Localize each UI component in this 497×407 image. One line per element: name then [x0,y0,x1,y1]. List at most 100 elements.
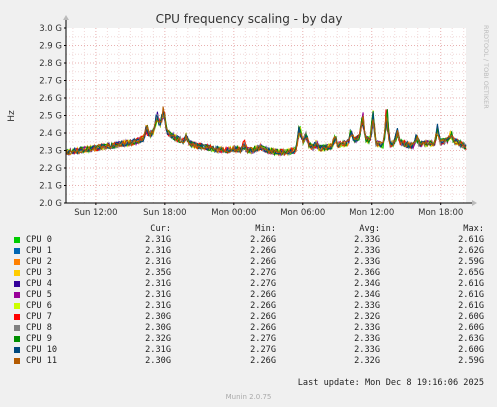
series-name: CPU 10 [26,345,58,355]
series-min: 2.26G [250,257,276,267]
y-tick-label: 2.5 G [39,112,62,122]
y-tick-label: 2.6 G [39,94,62,104]
series-avg: 2.36G [354,268,380,278]
series-cur: 2.31G [145,257,171,267]
series-cur: 2.31G [145,279,171,289]
series-min: 2.27G [250,279,276,289]
series-max: 2.59G [458,356,484,366]
series-max: 2.59G [458,257,484,267]
series-name: CPU 7 [26,312,52,322]
series-avg: 2.32G [354,356,380,366]
legend-swatch [14,336,20,342]
legend-swatch [14,237,20,243]
legend-row: CPU 2 2.31G 2.26G 2.33G 2.59G [0,257,497,268]
series-cur: 2.31G [145,301,171,311]
series-avg: 2.32G [354,312,380,322]
series-avg: 2.33G [354,334,380,344]
legend-swatch [14,347,20,353]
series-name: CPU 0 [26,235,52,245]
legend-swatch [14,358,20,364]
series-max: 2.61G [458,235,484,245]
series-name: CPU 6 [26,301,52,311]
x-axis-arrow [472,200,477,206]
series-avg: 2.33G [354,257,380,267]
chart-title: CPU frequency scaling - by day [156,12,343,26]
series-avg: 2.33G [354,345,380,355]
legend-row: CPU 10 2.31G 2.27G 2.33G 2.60G [0,345,497,356]
series-cur: 2.31G [145,246,171,256]
series-max: 2.60G [458,312,484,322]
series-cur: 2.31G [145,235,171,245]
series-cur: 2.31G [145,345,171,355]
header-avg: Avg: [359,224,380,234]
legend-row: CPU 7 2.30G 2.26G 2.32G 2.60G [0,312,497,323]
series-cur: 2.31G [145,290,171,300]
series-max: 2.61G [458,290,484,300]
y-axis-label: Hz [7,110,17,122]
series-min: 2.26G [250,235,276,245]
legend-swatch [14,259,20,265]
series-name: CPU 9 [26,334,52,344]
series-min: 2.26G [250,356,276,366]
legend-row: CPU 11 2.30G 2.26G 2.32G 2.59G [0,356,497,367]
series-name: CPU 4 [26,279,52,289]
legend-swatch [14,325,20,331]
series-max: 2.60G [458,323,484,333]
legend-swatch [14,248,20,254]
legend-row: CPU 8 2.30G 2.26G 2.33G 2.60G [0,323,497,334]
legend-swatch [14,292,20,298]
series-max: 2.62G [458,246,484,256]
y-tick-label: 2.4 G [39,129,62,139]
series-avg: 2.33G [354,246,380,256]
y-tick-label: 2.8 G [39,59,62,69]
header-max: Max: [463,224,484,234]
y-tick-labels: 2.0 G 2.1 G 2.2 G 2.3 G 2.4 G 2.5 G 2.6 G 2.7 G… [39,24,66,209]
y-tick-label: 2.3 G [39,147,62,157]
y-tick-label: 2.0 G [39,199,62,209]
series-name: CPU 11 [26,356,58,366]
x-tick-label: Mon 12:00 [349,208,394,218]
series-min: 2.26G [250,312,276,322]
series-max: 2.60G [458,345,484,355]
legend-row: CPU 5 2.31G 2.26G 2.34G 2.61G [0,290,497,301]
legend-swatch [14,303,20,309]
cpu-frequency-chart: CPU frequency scaling - by day RRDTOOL /… [7,12,490,218]
legend-row: CPU 4 2.31G 2.27G 2.34G 2.61G [0,279,497,290]
series-min: 2.26G [250,290,276,300]
legend-header: Cur: Min: Avg: Max: [0,224,497,235]
legend-row: CPU 0 2.31G 2.26G 2.33G 2.61G [0,235,497,246]
rrdtool-side-label: RRDTOOL / TOBI OETIKER [482,25,490,109]
series-min: 2.26G [250,246,276,256]
series-avg: 2.34G [354,290,380,300]
series-min: 2.26G [250,301,276,311]
series-line [65,106,467,156]
series-cur: 2.30G [145,323,171,333]
x-tick-label: Sun 18:00 [143,208,186,218]
x-tick-labels: Sun 12:00 Sun 18:00 Mon 00:00 Mon 06:00 Mon … [74,203,463,218]
series-cur: 2.35G [145,268,171,278]
munin-version: Munin 2.0.75 [225,393,272,401]
series-max: 2.63G [458,334,484,344]
series-name: CPU 1 [26,246,52,256]
legend-row: CPU 3 2.35G 2.27G 2.36G 2.65G [0,268,497,279]
legend-swatch [14,281,20,287]
grid [66,28,466,204]
series-min: 2.27G [250,345,276,355]
series-name: CPU 2 [26,257,52,267]
series-cur: 2.30G [145,312,171,322]
legend-row: CPU 1 2.31G 2.26G 2.33G 2.62G [0,246,497,257]
y-tick-label: 2.1 G [39,182,62,192]
y-tick-label: 2.7 G [39,77,62,87]
series-avg: 2.33G [354,235,380,245]
series-min: 2.27G [250,268,276,278]
series-lines [65,106,467,157]
series-min: 2.27G [250,334,276,344]
legend-swatch [14,270,20,276]
series-min: 2.26G [250,323,276,333]
series-name: CPU 3 [26,268,52,278]
y-axis-arrow [63,15,69,20]
series-avg: 2.34G [354,279,380,289]
series-avg: 2.33G [354,301,380,311]
last-update: Last update: Mon Dec 8 19:16:06 2025 [297,378,484,388]
x-tick-label: Sun 12:00 [74,208,117,218]
